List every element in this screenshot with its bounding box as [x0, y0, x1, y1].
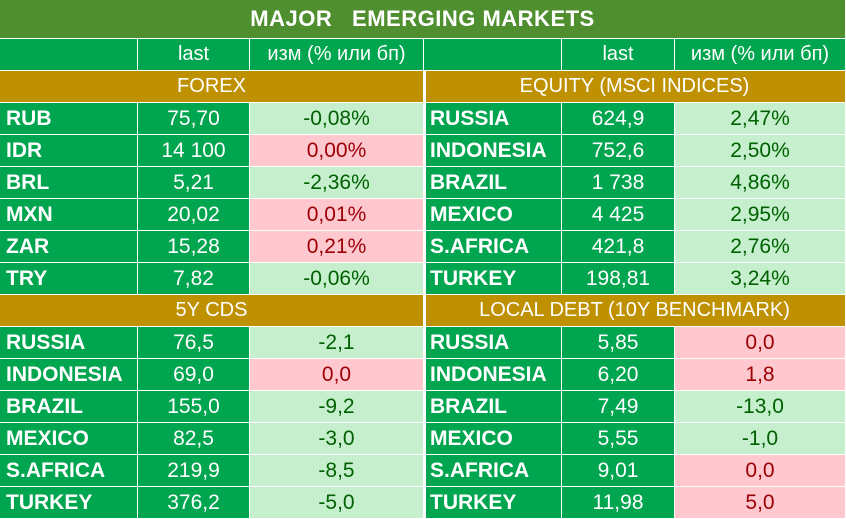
forex-last: 20,02	[138, 199, 250, 231]
cds-name: TURKEY	[0, 487, 138, 519]
forex-last: 7,82	[138, 263, 250, 295]
equity-name: S.AFRICA	[424, 231, 562, 263]
local-debt-change: 5,0	[675, 487, 846, 519]
equity-name: TURKEY	[424, 263, 562, 295]
equity-name: INDONESIA	[424, 135, 562, 167]
local-debt-change: 0,0	[675, 455, 846, 487]
cds-last: 155,0	[138, 391, 250, 423]
section-title-cds: 5Y CDS	[0, 295, 424, 327]
local-debt-name: MEXICO	[424, 423, 562, 455]
section-title-forex: FOREX	[0, 71, 424, 103]
forex-change: 0,01%	[250, 199, 424, 231]
local-debt-change: 1,8	[675, 359, 846, 391]
cds-change: -8,5	[250, 455, 424, 487]
equity-change: 2,47%	[675, 103, 846, 135]
local-debt-last: 6,20	[562, 359, 675, 391]
forex-name: RUB	[0, 103, 138, 135]
equity-name: RUSSIA	[424, 103, 562, 135]
equity-last: 421,8	[562, 231, 675, 263]
section-title-equity: EQUITY (MSCI INDICES)	[424, 71, 846, 103]
local-debt-name: BRAZIL	[424, 391, 562, 423]
forex-name: ZAR	[0, 231, 138, 263]
equity-last: 752,6	[562, 135, 675, 167]
cds-change: -5,0	[250, 487, 424, 519]
forex-change: -2,36%	[250, 167, 424, 199]
equity-change: 3,24%	[675, 263, 846, 295]
local-debt-name: RUSSIA	[424, 327, 562, 359]
equity-last: 4 425	[562, 199, 675, 231]
forex-change: 0,00%	[250, 135, 424, 167]
forex-last: 75,70	[138, 103, 250, 135]
forex-name: IDR	[0, 135, 138, 167]
local-debt-change: -1,0	[675, 423, 846, 455]
forex-change: -0,08%	[250, 103, 424, 135]
forex-last: 15,28	[138, 231, 250, 263]
col-header-last-left: last	[138, 39, 250, 71]
cds-name: MEXICO	[0, 423, 138, 455]
local-debt-last: 7,49	[562, 391, 675, 423]
equity-name: BRAZIL	[424, 167, 562, 199]
forex-name: MXN	[0, 199, 138, 231]
col-header-change-right: изм (% или бп)	[675, 39, 846, 71]
local-debt-change: 0,0	[675, 327, 846, 359]
local-debt-last: 9,01	[562, 455, 675, 487]
cds-name: BRAZIL	[0, 391, 138, 423]
local-debt-last: 5,85	[562, 327, 675, 359]
cds-name: INDONESIA	[0, 359, 138, 391]
column-divider	[424, 71, 426, 518]
col-header-name-left	[0, 39, 138, 71]
equity-last: 1 738	[562, 167, 675, 199]
equity-change: 2,50%	[675, 135, 846, 167]
local-debt-name: S.AFRICA	[424, 455, 562, 487]
local-debt-last: 5,55	[562, 423, 675, 455]
equity-name: MEXICO	[424, 199, 562, 231]
local-debt-last: 11,98	[562, 487, 675, 519]
section-title-local-debt: LOCAL DEBT (10Y BENCHMARK)	[424, 295, 846, 327]
forex-last: 5,21	[138, 167, 250, 199]
cds-name: S.AFRICA	[0, 455, 138, 487]
cds-name: RUSSIA	[0, 327, 138, 359]
table-title: MAJOR EMERGING MARKETS	[0, 0, 846, 39]
forex-last: 14 100	[138, 135, 250, 167]
cds-change: -9,2	[250, 391, 424, 423]
cds-change: -2,1	[250, 327, 424, 359]
cds-last: 76,5	[138, 327, 250, 359]
cds-change: -3,0	[250, 423, 424, 455]
col-header-change-left: изм (% или бп)	[250, 39, 424, 71]
equity-last: 198,81	[562, 263, 675, 295]
equity-change: 2,76%	[675, 231, 846, 263]
forex-change: 0,21%	[250, 231, 424, 263]
col-header-name-right	[424, 39, 562, 71]
local-debt-name: INDONESIA	[424, 359, 562, 391]
cds-last: 219,9	[138, 455, 250, 487]
cds-change: 0,0	[250, 359, 424, 391]
local-debt-name: TURKEY	[424, 487, 562, 519]
cds-last: 82,5	[138, 423, 250, 455]
equity-change: 4,86%	[675, 167, 846, 199]
forex-change: -0,06%	[250, 263, 424, 295]
forex-name: BRL	[0, 167, 138, 199]
cds-last: 376,2	[138, 487, 250, 519]
cds-last: 69,0	[138, 359, 250, 391]
local-debt-change: -13,0	[675, 391, 846, 423]
equity-last: 624,9	[562, 103, 675, 135]
equity-change: 2,95%	[675, 199, 846, 231]
col-header-last-right: last	[562, 39, 675, 71]
forex-name: TRY	[0, 263, 138, 295]
